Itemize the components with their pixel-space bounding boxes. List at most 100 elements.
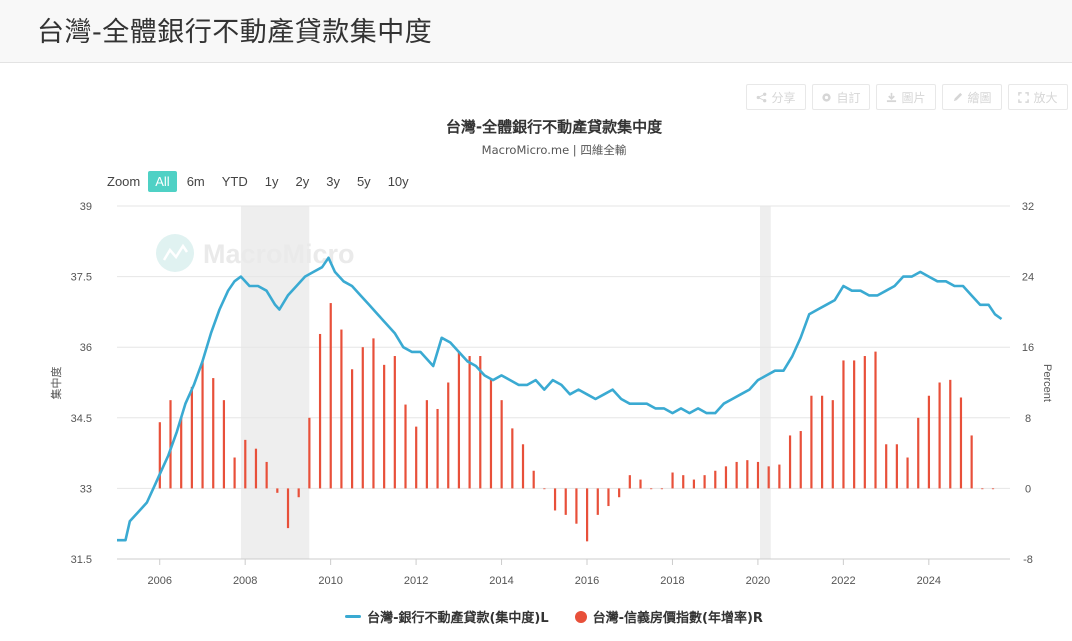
- subscribe-button[interactable]: 自訂: [812, 84, 870, 110]
- recession-band-1: [760, 206, 771, 559]
- bar: [286, 488, 290, 529]
- y-right-tick-label: 0: [1025, 483, 1031, 495]
- legend-bar-marker: [574, 610, 587, 623]
- bar: [981, 488, 984, 490]
- bar: [874, 351, 877, 489]
- bar: [383, 364, 386, 489]
- draw-button[interactable]: 繪圖: [942, 84, 1002, 110]
- expand-icon: [1018, 91, 1030, 103]
- y-right-tick-label: -8: [1023, 554, 1033, 566]
- zoom-6m-button[interactable]: 6m: [186, 174, 205, 189]
- share-button[interactable]: 分享: [746, 84, 806, 110]
- recession-band-0: [240, 206, 310, 559]
- bar: [938, 382, 941, 489]
- y-left-tick-label: 31.5: [71, 554, 92, 566]
- y-left-tick-label: 37.5: [71, 272, 92, 284]
- x-tick-label: 2010: [318, 575, 342, 587]
- bar: [660, 488, 663, 490]
- bar: [746, 460, 749, 489]
- bar: [158, 422, 161, 489]
- watermark: MacroMicro: [156, 234, 355, 272]
- bar: [372, 338, 375, 489]
- bar: [863, 356, 866, 489]
- bar: [297, 488, 300, 498]
- bar: [799, 431, 802, 489]
- zoom-5y-button[interactable]: 5y: [356, 174, 371, 189]
- legend-item-bar[interactable]: 台灣-信義房價指數(年增率)R: [574, 607, 763, 626]
- bar: [831, 400, 834, 489]
- bar: [927, 395, 931, 489]
- pencil-icon: [954, 92, 963, 101]
- bar: [489, 378, 493, 489]
- bar: [586, 488, 589, 542]
- bar: [564, 488, 567, 515]
- zoom-all-button[interactable]: All: [148, 171, 177, 192]
- y-left-tick-label: 34.5: [71, 413, 92, 425]
- bar: [959, 397, 963, 489]
- page-title: 台灣-全體銀行不動產貸款集中度: [37, 17, 433, 48]
- bar: [511, 428, 514, 489]
- bar: [212, 378, 215, 489]
- bar: [457, 351, 461, 489]
- line-path: [117, 256, 1003, 542]
- bar: [778, 464, 781, 489]
- bar: [425, 400, 428, 489]
- watermark-text: MacroMicro: [203, 239, 355, 269]
- zoom-ytd-button[interactable]: YTD: [221, 174, 248, 189]
- zoom-2y-button[interactable]: 2y: [295, 174, 310, 189]
- bar: [329, 303, 332, 489]
- y-right-axis-label: Percent: [1041, 364, 1053, 402]
- bar: [692, 479, 696, 489]
- legend-item-line[interactable]: 台灣-銀行不動產貸款(集中度)L: [345, 607, 549, 626]
- bar-series: [158, 303, 995, 542]
- bar: [436, 408, 439, 489]
- bar: [618, 488, 621, 498]
- bar: [735, 461, 738, 489]
- bar: [404, 404, 407, 489]
- bar: [500, 400, 503, 489]
- zoom-3y-button[interactable]: 3y: [326, 174, 340, 189]
- bar: [788, 435, 792, 489]
- bar: [821, 395, 824, 489]
- chart-toolbar: 分享 自訂 圖片 繪圖 放大: [746, 84, 1068, 110]
- share-label: 分享: [771, 90, 796, 105]
- y-right-tick-label: 8: [1025, 413, 1031, 425]
- zoom-button[interactable]: 放大: [1008, 84, 1068, 110]
- bar: [991, 488, 995, 490]
- bar: [254, 448, 258, 489]
- recession-shading: [240, 206, 771, 559]
- bar: [361, 347, 364, 489]
- zoom-1y-button[interactable]: 1y: [264, 174, 279, 189]
- bar: [233, 457, 236, 489]
- x-tick-label: 2006: [147, 575, 171, 587]
- bar: [180, 417, 183, 489]
- zoom-10y-button[interactable]: 10y: [387, 174, 409, 189]
- bar: [767, 466, 770, 489]
- legend: 台灣-銀行不動產貸款(集中度)L 台灣-信義房價指數(年增率)R: [0, 607, 1072, 626]
- y-right-tick-label: 32: [1022, 201, 1034, 213]
- x-tick-label: 2014: [489, 575, 513, 587]
- bar: [265, 461, 268, 489]
- bar: [650, 488, 653, 490]
- bar: [970, 435, 973, 489]
- bar: [682, 475, 685, 489]
- chart-subtitle: MacroMicro.me | 四維全輸: [481, 143, 627, 157]
- bar: [169, 400, 172, 489]
- bar: [351, 369, 354, 489]
- image-label: 圖片: [901, 90, 926, 105]
- bar: [340, 329, 343, 489]
- bar: [244, 439, 247, 489]
- y-left-tick-label: 39: [80, 201, 92, 213]
- bar: [308, 417, 311, 489]
- bar: [906, 457, 909, 489]
- x-tick-label: 2018: [660, 575, 684, 587]
- bar: [703, 475, 706, 489]
- x-tick-label: 2022: [831, 575, 855, 587]
- axes: 31.5 33 34.5 36 37.5 39 -8 0 8 16 24 32 2006 2008 2010…: [49, 201, 1053, 587]
- image-button[interactable]: 圖片: [876, 84, 936, 110]
- chart-title: 台灣-全體銀行不動產貸款集中度: [445, 118, 663, 136]
- gear-icon: [822, 92, 832, 102]
- bar: [415, 426, 418, 489]
- draw-label: 繪圖: [967, 90, 992, 105]
